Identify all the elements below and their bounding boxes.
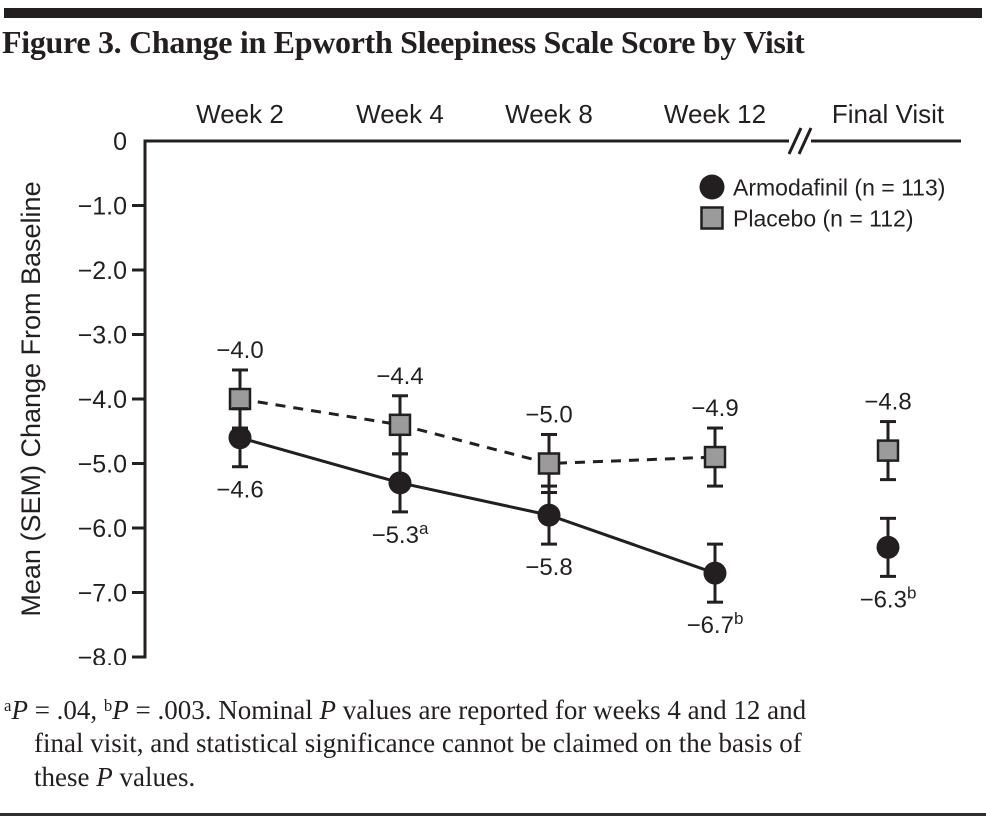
series-line bbox=[239, 436, 716, 575]
y-tick-label: 0 bbox=[113, 128, 127, 156]
series-line bbox=[239, 397, 716, 466]
y-tick-label: −6.0 bbox=[78, 515, 127, 543]
data-point-square bbox=[876, 439, 900, 462]
data-point-label: −5.3a bbox=[372, 519, 429, 549]
y-tick-label: −4.0 bbox=[78, 386, 127, 414]
footnote-segment: P bbox=[112, 695, 129, 725]
bottom-rule bbox=[0, 813, 986, 816]
data-point-label: −4.8 bbox=[864, 389, 911, 416]
top-rule bbox=[4, 8, 982, 18]
axis-labels: 0 −1.0 −2.0 −3.0 −4.0 −5.0 −6.0 −7.0 −8.0 Mean (S… bbox=[16, 99, 945, 665]
y-tick-label: −3.0 bbox=[78, 322, 127, 350]
legend-label: Placebo (n = 112) bbox=[733, 206, 914, 232]
figure-title: Figure 3. Change in Epworth Sleepiness S… bbox=[2, 24, 805, 60]
y-tick-label: −1.0 bbox=[78, 193, 127, 221]
axis-break-slash bbox=[797, 127, 813, 155]
figure-footnote: aP = .04, bP = .003. Nominal P values ar… bbox=[4, 694, 986, 794]
data-point-label: −5.0 bbox=[525, 401, 572, 428]
footnote-segment: values are reported for weeks 4 and 12 a… bbox=[336, 695, 807, 725]
footnote-segment: = .04, bbox=[27, 695, 104, 725]
footnote-segment: P bbox=[11, 695, 28, 725]
y-axis-title: Mean (SEM) Change From Baseline bbox=[16, 181, 46, 616]
footnote-segment: = .003. Nominal bbox=[128, 695, 320, 725]
series-placebo-n-112: −4.0 −4.4 −5.0 −4.9 −4.8 bbox=[216, 337, 912, 495]
y-tick-label: −5.0 bbox=[78, 451, 127, 479]
data-point-label: −4.6 bbox=[216, 477, 263, 504]
data-point-square bbox=[537, 452, 561, 475]
y-tick-label: −8.0 bbox=[78, 644, 127, 665]
y-tick-label: −2.0 bbox=[78, 257, 127, 285]
data-point-label: −5.8 bbox=[525, 554, 572, 581]
footnote-segment: a bbox=[4, 695, 12, 715]
series-armodafinil-n-113: −4.6 −5.3a −5.8 −6.7b −6.3b bbox=[216, 407, 917, 639]
footnote-segment: these bbox=[34, 761, 97, 792]
data-point-circle bbox=[876, 535, 900, 559]
data-point-circle bbox=[388, 471, 412, 495]
x-category-label: Week 8 bbox=[505, 99, 593, 129]
y-tick-label: −7.0 bbox=[78, 580, 127, 608]
legend: Armodafinil (n = 113) Placebo (n = 112) bbox=[699, 174, 945, 232]
data-point-label: −6.7b bbox=[687, 609, 744, 639]
data-point-square bbox=[703, 445, 727, 469]
data-point-label: −6.3b bbox=[860, 583, 917, 613]
axis-break-slash bbox=[787, 127, 803, 155]
footnote-segment: b bbox=[103, 695, 113, 715]
legend-label: Armodafinil (n = 113) bbox=[733, 175, 945, 201]
footnote-segment: P bbox=[319, 695, 337, 725]
x-category-label: Week 2 bbox=[196, 99, 284, 129]
data-point-label: −4.4 bbox=[376, 363, 423, 390]
x-category-label: Final Visit bbox=[832, 99, 945, 129]
legend-marker-square bbox=[700, 206, 724, 230]
chart: 0 −1.0 −2.0 −3.0 −4.0 −5.0 −6.0 −7.0 −8.0 Mean (S… bbox=[16, 99, 961, 665]
axes bbox=[132, 127, 961, 659]
data-point-circle bbox=[228, 426, 252, 450]
data-point-label: −4.0 bbox=[216, 337, 263, 364]
data-point-square bbox=[228, 387, 252, 411]
data-point-circle bbox=[537, 503, 561, 527]
footnote-segment: P bbox=[96, 761, 113, 792]
x-category-label: Week 12 bbox=[664, 99, 766, 129]
footnote-segment: final visit, and statistical significanc… bbox=[34, 728, 802, 759]
data-point-label: −4.9 bbox=[691, 395, 738, 422]
footnote-segment: values. bbox=[112, 761, 196, 792]
x-category-label: Week 4 bbox=[356, 99, 444, 129]
data-point-square bbox=[388, 413, 412, 437]
data-point-circle bbox=[703, 561, 727, 585]
legend-marker-circle bbox=[699, 174, 725, 200]
